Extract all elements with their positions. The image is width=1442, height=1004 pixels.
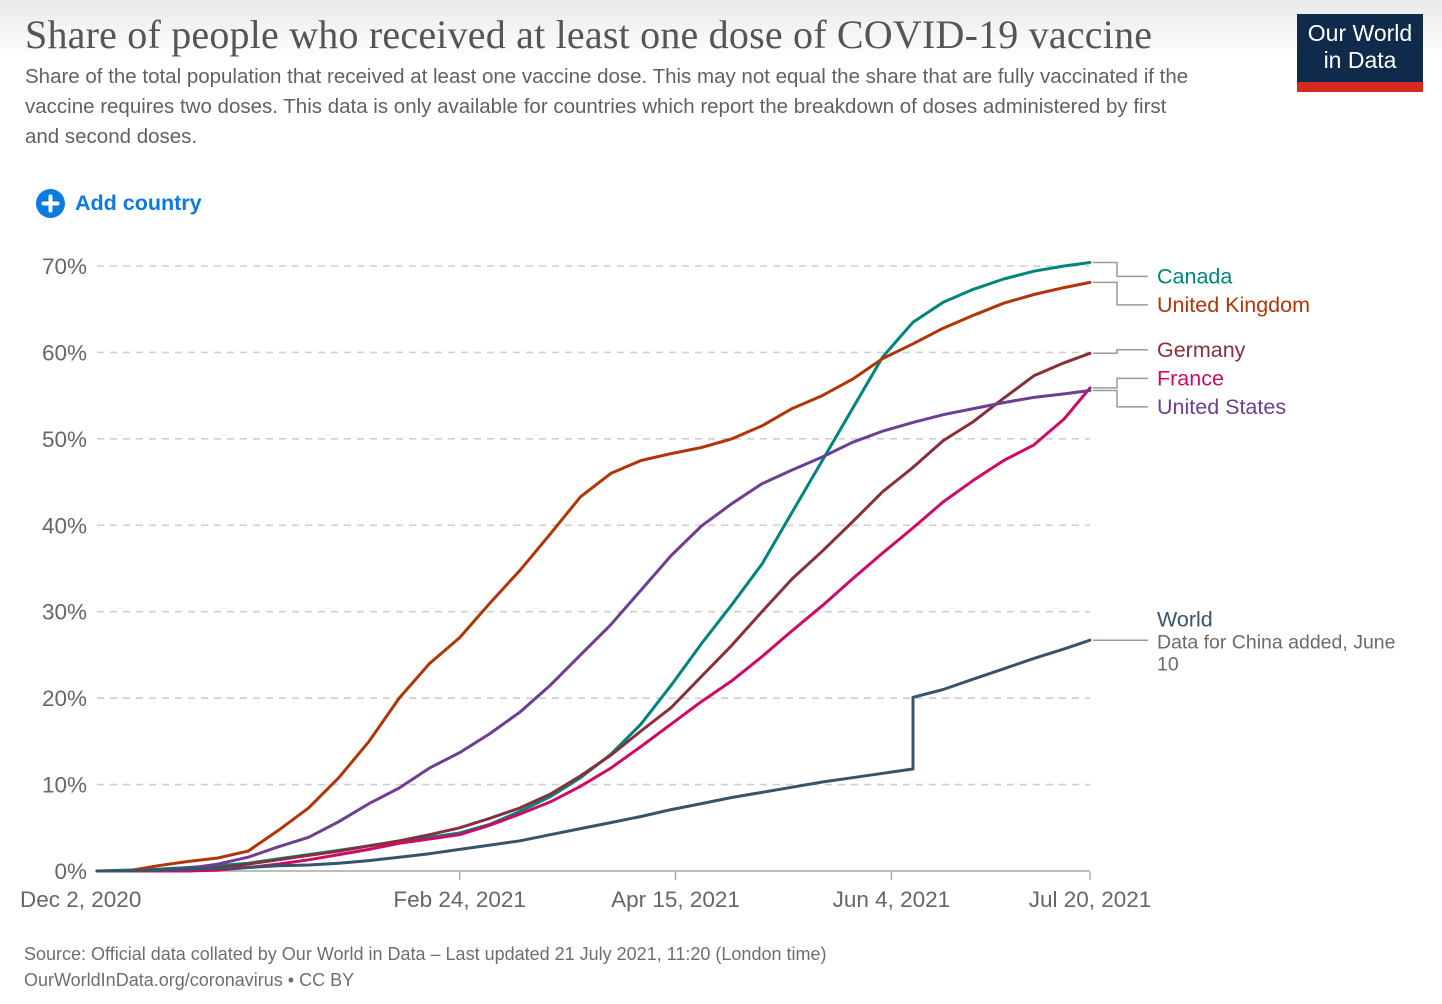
logo-line2: in Data bbox=[1323, 47, 1397, 73]
x-axis-label: Feb 24, 2021 bbox=[393, 887, 526, 912]
add-country-label: Add country bbox=[75, 191, 202, 215]
x-axis-label: Jun 4, 2021 bbox=[833, 887, 951, 912]
source-line: Source: Official data collated by Our Wo… bbox=[24, 944, 827, 964]
series-line-france[interactable] bbox=[95, 386, 1092, 873]
y-axis-label: 10% bbox=[42, 773, 87, 798]
source-link-line[interactable]: OurWorldInData.org/coronavirus • CC BY bbox=[24, 970, 355, 990]
series-label-germany[interactable]: Germany bbox=[1157, 338, 1246, 362]
series-connector-france bbox=[1093, 377, 1148, 389]
line-chart-canvas: 0% 10% 20% 30% 40% 50% 60% 70% Dec 2, 2020 Feb 24… bbox=[20, 254, 1396, 912]
page-title: Share of people who received at least on… bbox=[25, 12, 1153, 57]
y-axis-label: 0% bbox=[54, 859, 87, 884]
add-country-button[interactable]: Add country bbox=[36, 189, 202, 218]
x-axis-label: Dec 2, 2020 bbox=[20, 887, 141, 912]
y-axis-label: 70% bbox=[42, 254, 87, 279]
x-axis-label: Apr 15, 2021 bbox=[611, 887, 740, 912]
series-connector-canada bbox=[1093, 261, 1148, 278]
series-label-canada[interactable]: Canada bbox=[1157, 264, 1232, 288]
y-axis-label: 30% bbox=[42, 600, 87, 625]
series-label-united-kingdom[interactable]: United Kingdom bbox=[1157, 293, 1310, 317]
series-label-world[interactable]: World bbox=[1157, 608, 1213, 632]
series-annotation-line: Data for China added, June bbox=[1157, 632, 1396, 654]
series-line-germany[interactable] bbox=[95, 351, 1092, 873]
series-label-france[interactable]: France bbox=[1157, 366, 1224, 390]
logo-line1: Our World bbox=[1307, 20, 1413, 46]
series-line-united-kingdom[interactable] bbox=[95, 280, 1092, 873]
series-annotation-line: 10 bbox=[1157, 654, 1179, 676]
plus-circle-icon bbox=[36, 189, 65, 218]
y-axis-label: 20% bbox=[42, 686, 87, 711]
series-connector-germany bbox=[1093, 349, 1148, 355]
y-axis-label: 60% bbox=[42, 340, 87, 365]
page-subtitle: Share of the total population that recei… bbox=[25, 65, 1189, 148]
owid-logo[interactable]: Our World in Data bbox=[1297, 14, 1423, 92]
series-connector-united-kingdom bbox=[1093, 281, 1148, 306]
series-line-united-states[interactable] bbox=[95, 389, 1092, 873]
chart-footer: Source: Official data collated by Our Wo… bbox=[24, 941, 826, 993]
y-axis-label: 40% bbox=[42, 513, 87, 538]
x-axis-label: Jul 20, 2021 bbox=[1029, 887, 1152, 912]
series-connector-united-states bbox=[1093, 389, 1148, 408]
series-line-world[interactable] bbox=[95, 638, 1092, 873]
series-label-united-states[interactable]: United States bbox=[1157, 395, 1286, 419]
y-axis-label: 50% bbox=[42, 427, 87, 452]
